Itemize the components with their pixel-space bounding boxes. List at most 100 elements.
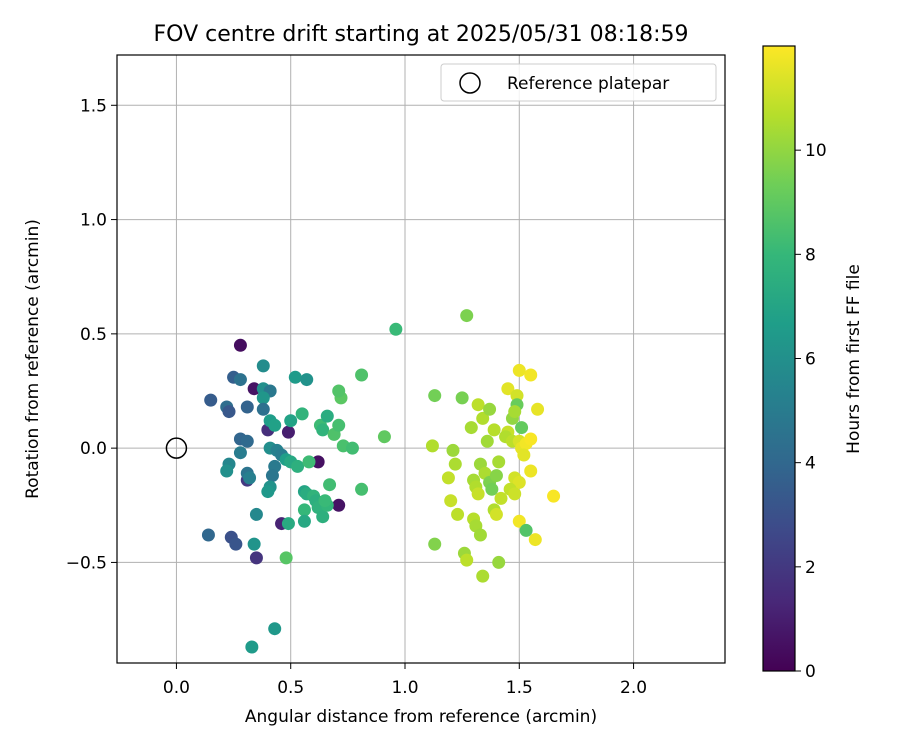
data-point (233, 338, 247, 352)
data-point (316, 423, 330, 437)
data-point (300, 373, 314, 387)
data-point (464, 421, 478, 435)
data-point (508, 405, 522, 419)
legend-marker (459, 72, 481, 94)
data-point (201, 528, 215, 542)
reference-point (165, 437, 188, 459)
data-point (519, 523, 533, 537)
data-point (473, 528, 487, 542)
data-point (220, 464, 234, 478)
x-axis-label: Angular distance from reference (arcmin) (245, 707, 597, 727)
y-axis-ticks: −0.5 0.0 0.5 1.0 1.5 (66, 96, 117, 573)
data-point (332, 498, 346, 512)
data-point (261, 485, 275, 499)
data-point (531, 402, 545, 416)
data-point (377, 430, 391, 444)
data-point (245, 640, 259, 654)
data-point (512, 475, 526, 489)
colorbar-ticks: 0 2 4 6 8 10 (795, 141, 827, 682)
data-point (428, 389, 442, 403)
data-point (279, 551, 293, 565)
data-point (492, 455, 506, 469)
colorbar-tick-label: 6 (805, 350, 816, 370)
data-point (233, 373, 247, 387)
data-point (243, 471, 257, 485)
data-point (444, 494, 458, 508)
data-point (281, 517, 295, 531)
data-point (240, 434, 254, 448)
data-point (471, 487, 485, 501)
colorbar-gradient (762, 45, 796, 672)
data-point (494, 491, 508, 505)
data-point (501, 382, 515, 396)
data-point (249, 551, 263, 565)
colorbar-label: Hours from first FF file (844, 264, 864, 454)
data-point (355, 368, 369, 382)
data-point (455, 391, 469, 405)
data-point (524, 464, 538, 478)
x-tick-label: 2.0 (620, 678, 647, 698)
y-tick-label: 0.0 (80, 439, 107, 459)
colorbar-tick-label: 10 (805, 141, 827, 161)
data-point (247, 537, 261, 551)
data-point (389, 322, 403, 336)
data-point (311, 455, 325, 469)
data-point (291, 459, 305, 473)
data-point (323, 478, 337, 492)
data-point (345, 441, 359, 455)
legend-label: Reference platepar (507, 74, 669, 94)
data-point (446, 443, 460, 457)
data-point (332, 384, 346, 398)
colorbar-tick-label: 8 (805, 245, 816, 265)
x-tick-label: 0.5 (277, 678, 304, 698)
data-point (318, 494, 332, 508)
data-point (476, 411, 490, 425)
data-point (476, 569, 490, 583)
data-point (256, 359, 270, 373)
data-point (428, 537, 442, 551)
y-tick-label: 1.0 (80, 211, 107, 231)
chart-title: FOV centre drift starting at 2025/05/31 … (154, 22, 689, 47)
colorbar-tick-label: 2 (805, 558, 816, 578)
data-point (483, 402, 497, 416)
data-point (288, 370, 302, 384)
y-tick-label: −0.5 (66, 553, 107, 573)
data-point (528, 533, 542, 547)
x-tick-label: 1.5 (506, 678, 533, 698)
data-point (441, 471, 455, 485)
data-point (512, 363, 526, 377)
data-point (460, 553, 474, 567)
legend: Reference platepar (440, 63, 717, 102)
data-point (281, 425, 295, 439)
y-tick-label: 1.5 (80, 96, 107, 116)
data-point (489, 469, 503, 483)
data-point (240, 400, 254, 414)
data-point (316, 510, 330, 524)
y-tick-label: 0.5 (80, 325, 107, 345)
data-point (471, 398, 485, 412)
data-point (487, 423, 501, 437)
x-tick-label: 1.0 (391, 678, 418, 698)
data-point (448, 457, 462, 471)
data-point (256, 402, 270, 416)
data-point (284, 414, 298, 428)
data-point (256, 391, 270, 405)
data-point (222, 405, 236, 419)
data-point (249, 507, 263, 521)
data-point (233, 446, 247, 460)
data-point (229, 537, 243, 551)
colorbar: 0 2 4 6 8 10 Hours from first FF file (762, 45, 864, 682)
data-point (247, 382, 261, 396)
data-point (485, 482, 499, 496)
data-point (524, 432, 538, 446)
data-points (201, 309, 561, 654)
data-point (295, 407, 309, 421)
data-point (302, 455, 316, 469)
data-point (268, 418, 282, 432)
data-point (297, 514, 311, 528)
colorbar-tick-label: 4 (805, 454, 816, 474)
plot-frame (116, 54, 726, 664)
data-point (510, 389, 524, 403)
data-point (489, 507, 503, 521)
data-point (492, 555, 506, 569)
